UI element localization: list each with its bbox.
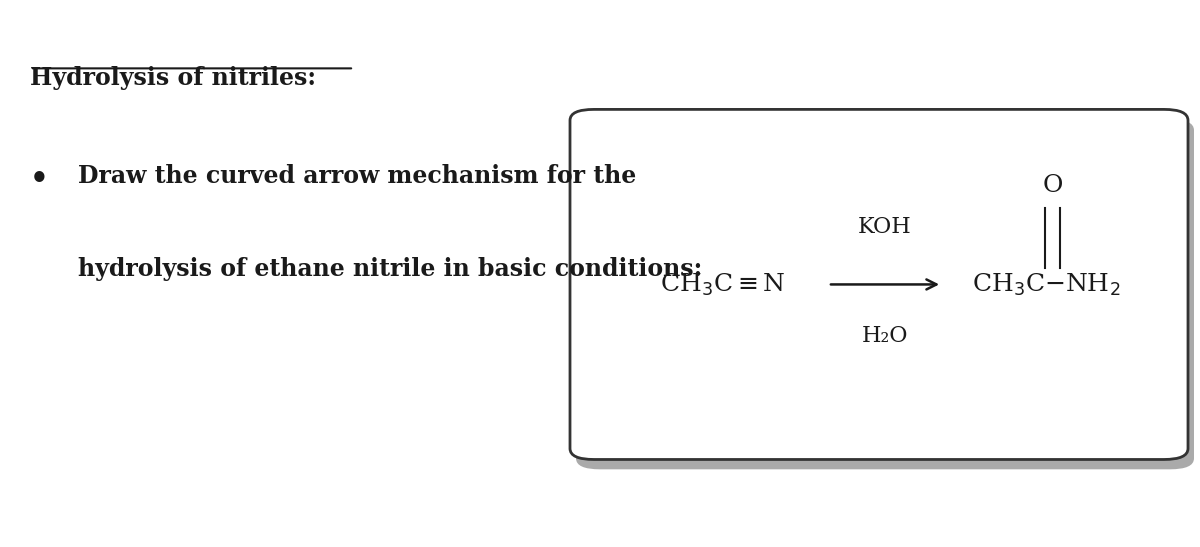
Text: O: O [1043,174,1062,197]
Text: KOH: KOH [858,216,912,238]
Text: •: • [30,164,49,193]
Text: H₂O: H₂O [862,325,908,347]
Text: Draw the curved arrow mechanism for the: Draw the curved arrow mechanism for the [78,164,636,188]
Text: CH$_3$C$\equiv$N: CH$_3$C$\equiv$N [660,271,786,298]
FancyBboxPatch shape [576,119,1194,469]
FancyBboxPatch shape [570,109,1188,459]
Text: hydrolysis of ethane nitrile in basic conditions:: hydrolysis of ethane nitrile in basic co… [78,257,702,281]
Text: Hydrolysis of nitriles:: Hydrolysis of nitriles: [30,66,316,90]
Text: CH$_3$C$-$NH$_2$: CH$_3$C$-$NH$_2$ [972,271,1121,298]
